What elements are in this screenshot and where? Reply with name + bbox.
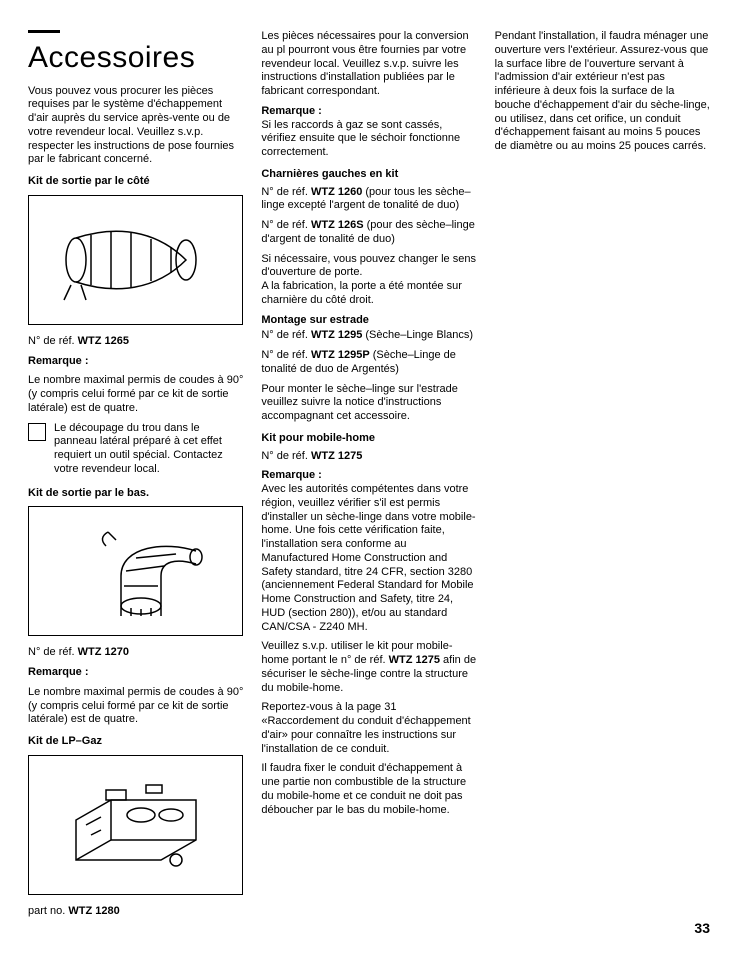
page-columns: Accessoires Vous pouvez vous procurer le… [28,30,710,925]
column-1: Accessoires Vous pouvez vous procurer le… [28,30,243,925]
kit1-figure [28,195,243,325]
c2-rem1-label: Remarque : [261,105,476,119]
kit1-remark: Le nombre maximal permis de coudes à 90°… [28,374,243,415]
c2-h2-p1: N° de réf. WTZ 1295 (Sèche–Linge Blancs) [261,329,476,343]
c2-h1-p2: N° de réf. WTZ 126S (pour des sèche–ling… [261,219,476,247]
c2-h3-p3: Veuillez s.v.p. utiliser le kit pour mob… [261,640,476,695]
duct-bottom-icon [46,516,226,626]
c2-h1: Charnières gauches en kit [261,168,476,182]
c2-h2-p3: Pour monter le sèche–linge sur l'estrade… [261,383,476,424]
kit2-figure [28,506,243,636]
kit2-heading: Kit de sortie par le bas. [28,487,243,501]
c2-h2-p2: N° de réf. WTZ 1295P (Sèche–Linge de ton… [261,349,476,377]
c2-h1-p3: Si nécessaire, vous pouvez changer le se… [261,253,476,281]
intro-text: Vous pouvez vous procurer les pièces req… [28,85,243,168]
c2-h3-p1: N° de réf. WTZ 1275 [261,450,476,464]
kit3-figure [28,755,243,895]
kit3-partno: part no. WTZ 1280 [28,905,243,919]
c3-p1: Pendant l'installation, il faudra ménage… [495,30,710,154]
duct-side-icon [46,205,226,315]
kit1-heading: Kit de sortie par le côté [28,175,243,189]
kit2-remark: Le nombre maximal permis de coudes à 90°… [28,686,243,727]
c2-h1-p1: N° de réf. WTZ 1260 (pour tous les sèche… [261,186,476,214]
c2-h3: Kit pour mobile-home [261,432,476,446]
kit1-note-row: Le découpage du trou dans le panneau lat… [28,422,243,477]
kit2-ref: N° de réf. WTZ 1270 [28,646,243,660]
page-title: Accessoires [28,39,243,77]
c2-h1-p4: A la fabrication, la porte a été montée … [261,280,476,308]
c2-h2: Montage sur estrade [261,314,476,328]
column-2: Les pièces nécessaires pour la conversio… [261,30,476,925]
kit2-remark-label: Remarque : [28,666,243,680]
c2-h3-rem-label: Remarque : [261,469,476,483]
c2-h3-p4: Reportez-vous à la page 31 «Raccordement… [261,701,476,756]
checkbox-icon [28,423,46,441]
c2-rem1: Si les raccords à gaz se sont cassés, vé… [261,119,476,160]
kit1-remark-label: Remarque : [28,355,243,369]
c2-p1: Les pièces nécessaires pour la conversio… [261,30,476,99]
kit1-ref: N° de réf. WTZ 1265 [28,335,243,349]
page-number: 33 [694,920,710,936]
kit1-note: Le découpage du trou dans le panneau lat… [54,422,243,477]
c2-h3-p5: Il faudra fixer le conduit d'échappement… [261,762,476,817]
column-3: Pendant l'installation, il faudra ménage… [495,30,710,925]
kit3-heading: Kit de LP–Gaz [28,735,243,749]
title-rule [28,30,60,33]
gas-valve-icon [46,765,226,885]
c2-h3-rem: Avec les autorités compétentes dans votr… [261,483,476,634]
